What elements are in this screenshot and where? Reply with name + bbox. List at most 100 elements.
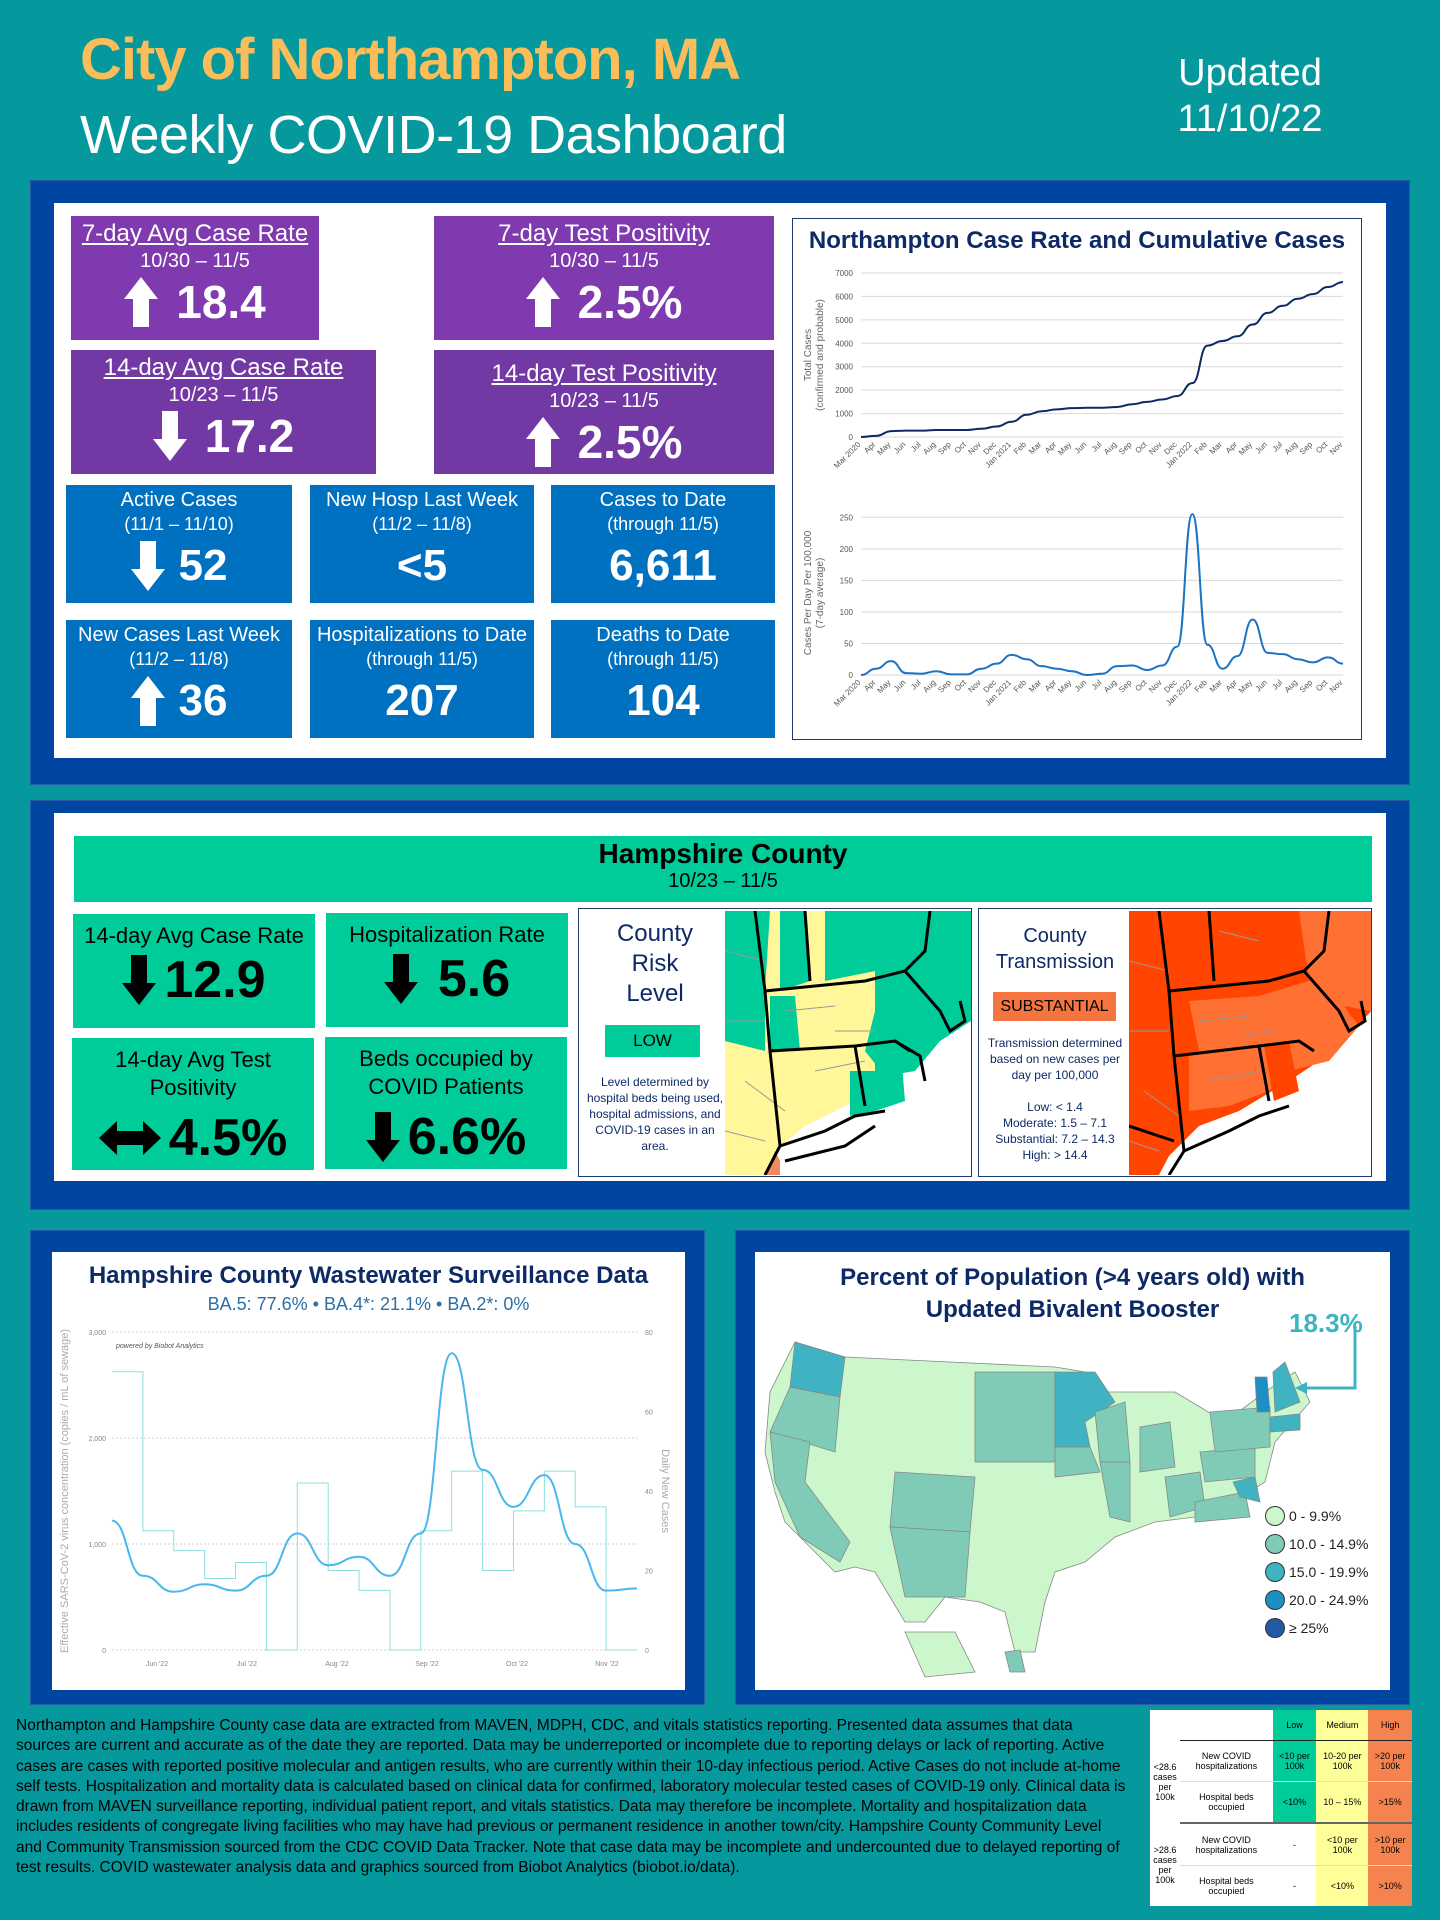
x-tick-label: Aug	[921, 678, 937, 694]
x-tick-label: Nov	[1328, 440, 1344, 456]
tile-value: 2.5%	[577, 276, 683, 328]
x-tick-label: Oct	[1133, 440, 1149, 456]
table-header-cell	[1150, 1710, 1180, 1740]
table-row: Hospital beds occupied - <10% >10%	[1150, 1865, 1412, 1906]
y-tick-label: 150	[840, 576, 854, 585]
tile-deaths-to-date: Deaths to Date (through 11/5) 104	[551, 620, 775, 738]
x-tick-label: Jun	[1254, 678, 1269, 693]
table-cell: >10 per 100k	[1368, 1822, 1412, 1866]
table-cell: <10%	[1272, 1780, 1317, 1824]
tile-period: 10/30 – 11/5	[549, 250, 659, 272]
table-cell: 10 – 15%	[1316, 1780, 1369, 1824]
x-tick-label: Oct	[1314, 678, 1330, 694]
tile-value: <5	[396, 541, 448, 590]
wastewater-panel-inner: Hampshire County Wastewater Surveillance…	[52, 1252, 685, 1690]
table-cell: New COVID hospitalizations	[1180, 1739, 1273, 1782]
x-tick-label: Jul	[1090, 440, 1104, 454]
x-tick-label: Feb	[1193, 440, 1210, 457]
legend-item: 10.0 - 14.9%	[1265, 1530, 1368, 1558]
tile-period: (11/1 – 11/10)	[124, 514, 234, 534]
us-booster-map	[764, 1341, 1311, 1678]
x-tick-label: Aug	[1102, 440, 1118, 456]
tile-value: 17.2	[204, 410, 295, 462]
x-tick-label: May	[1237, 440, 1254, 457]
tile-value: 18.4	[176, 276, 266, 328]
dashboard-subtitle: Weekly COVID-19 Dashboard	[80, 105, 787, 165]
tile-new-hosp-last-week: New Hosp Last Week (11/2 – 11/8) <5	[310, 485, 534, 603]
y-tick-label: 6000	[835, 292, 853, 301]
updated-date: Updated 11/10/22	[1150, 50, 1350, 142]
x-tick-label: Mar	[1208, 440, 1224, 456]
variant-breakdown: BA.5: 77.6% • BA.4*: 21.1% • BA.2*: 0%	[207, 1294, 530, 1314]
massachusetts-value: 18.3%	[1289, 1308, 1363, 1338]
tile-period: (through 11/5)	[607, 514, 719, 534]
legend-swatch	[1265, 1506, 1285, 1526]
x-tick-label: Feb	[1012, 678, 1029, 695]
x-tick-label: Sep	[1117, 678, 1134, 695]
y-tick-label: 1000	[835, 410, 853, 419]
x-tick-label: Mar	[1027, 440, 1043, 456]
y-tick-label: 100	[840, 608, 854, 617]
tile-value: 5.6	[437, 950, 511, 1008]
tile-period: (11/2 – 11/8)	[372, 514, 472, 534]
x-tick-label: Oct '22	[506, 1661, 528, 1668]
arrow-down-icon	[122, 955, 157, 1005]
x-tick-label: Oct	[1314, 440, 1330, 456]
x-tick-label: Sep '22	[415, 1661, 439, 1668]
table-cell: 10-20 per 100k	[1316, 1739, 1369, 1782]
transmission-level-badge: SUBSTANTIAL	[993, 992, 1116, 1021]
y-tick-label: 0	[849, 671, 854, 680]
x-tick-label: Mar 2020	[832, 440, 863, 471]
x-tick-label: Oct	[1133, 678, 1149, 694]
transmission-map-new-england	[1129, 911, 1371, 1175]
y-tick-label: 3,000	[88, 1330, 106, 1337]
chart-title: Hampshire County Wastewater Surveillance…	[88, 1262, 649, 1289]
tile-value: 4.5%	[168, 1109, 288, 1167]
group-label: >28.6 cases per 100k	[1153, 1844, 1177, 1885]
tile-value: 12.9	[164, 951, 266, 1009]
city-title: City of Northampton, MA	[80, 27, 741, 92]
y-axis-label: (confirmed and probable)	[815, 299, 826, 411]
wastewater-chart: 0 1,000 2,000 3,000 0 20 40 60 80 Jun '22 Jul '22 A…	[59, 1329, 671, 1668]
threshold-high: High: > 14.4	[1022, 1148, 1088, 1162]
table-cell: Hospital beds occupied	[1180, 1865, 1273, 1906]
x-tick-label: Jun	[1073, 440, 1088, 455]
tile-value: 36	[178, 676, 228, 725]
risk-title-line: County	[616, 920, 694, 947]
x-tick-label: Apr	[1224, 678, 1239, 693]
x-tick-label: Sep	[1298, 440, 1315, 457]
x-tick-label: Mar	[1208, 678, 1224, 694]
tile-county-test-positivity: 14-day Avg Test Positivity 4.5%	[72, 1038, 314, 1170]
table-header-cell: Low	[1272, 1710, 1317, 1740]
arrow-up-icon	[130, 676, 165, 726]
tile-county-beds-occupied: Beds occupied by COVID Patients 6.6%	[325, 1037, 567, 1169]
tile-value: 6,611	[609, 541, 717, 590]
x-tick-label: Oct	[953, 678, 969, 694]
x-tick-label: Sep	[1298, 678, 1315, 695]
legend-label: 0 - 9.9%	[1289, 1508, 1342, 1524]
x-tick-label: Jun	[892, 678, 907, 693]
legend-item: ≥ 25%	[1265, 1614, 1368, 1642]
table-cell: >20 per 100k	[1368, 1739, 1412, 1782]
x-tick-label: Nov '22	[595, 1661, 619, 1668]
table-cell: >10%	[1368, 1865, 1412, 1906]
x-tick-label: Mar	[1027, 678, 1043, 694]
x-tick-label: Apr	[1043, 440, 1058, 455]
legend-item: 20.0 - 24.9%	[1265, 1586, 1368, 1614]
county-risk-level-card: County Risk Level LOW Level determined b…	[578, 908, 972, 1177]
wastewater-line	[111, 1352, 638, 1593]
tile-title: New Cases Last Week	[78, 624, 280, 646]
tile-value: 6.6%	[407, 1108, 527, 1166]
y2-tick-label: 80	[645, 1330, 653, 1337]
x-tick-label: Sep	[936, 678, 953, 695]
y-tick-label: 2000	[835, 386, 853, 395]
table-row: Hospital beds occupied <10% 10 – 15% >15%	[1150, 1780, 1412, 1824]
northampton-chart: Northampton Case Rate and Cumulative Cas…	[792, 218, 1362, 740]
y2-tick-label: 0	[645, 1648, 649, 1655]
table-header-cell: Medium	[1316, 1710, 1369, 1740]
risk-map-new-england	[725, 911, 971, 1175]
x-tick-label: May	[1056, 678, 1073, 695]
table-row: <28.6 cases per 100k New COVID hospitaliz…	[1150, 1739, 1412, 1802]
